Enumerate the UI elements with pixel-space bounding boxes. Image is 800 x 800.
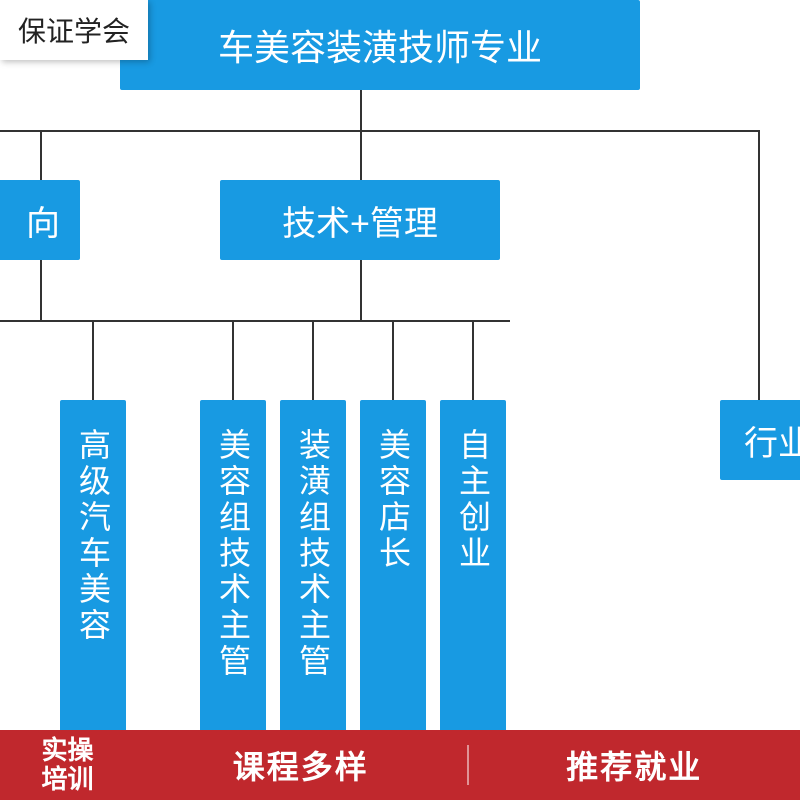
leaf-node-label: 自主创业 (450, 428, 496, 572)
connector-line (392, 320, 394, 400)
connector-line (0, 320, 510, 322)
connector-line (92, 320, 94, 400)
connector-line (758, 130, 760, 400)
bottom-bar: 实操 培训 课程多样 推荐就业 (0, 730, 800, 800)
connector-line (360, 90, 362, 130)
bottom-item-courses: 课程多样 (135, 742, 467, 788)
root-node: 车美容装潢技师专业 (120, 0, 640, 90)
leaf-node-label: 高级汽车美容 (70, 428, 116, 644)
branch-node-center: 技术+管理 (220, 180, 500, 260)
connector-line (40, 260, 42, 320)
branch-node-right: 行业 (720, 400, 800, 480)
bottom-left-line1: 实操 (42, 736, 94, 765)
guarantee-badge: 保证学会 (0, 0, 148, 60)
connector-line (40, 130, 42, 180)
connector-line (360, 260, 362, 320)
connector-line (232, 320, 234, 400)
branch-node-center-label: 技术+管理 (282, 196, 438, 245)
branch-node-right-label: 行业 (744, 416, 800, 465)
connector-line (0, 130, 760, 132)
branch-node-left: 向 (0, 180, 80, 260)
connector-line (472, 320, 474, 400)
leaf-node-label: 美容店长 (370, 428, 416, 572)
branch-node-left-label: 向 (26, 196, 60, 245)
connector-line (312, 320, 314, 400)
connector-line (360, 130, 362, 180)
bottom-left-badge: 实操 培训 (0, 730, 135, 800)
leaf-node-label: 美容组技术主管 (210, 428, 256, 680)
leaf-node-label: 装潢组技术主管 (290, 428, 336, 680)
bottom-left-line2: 培训 (42, 765, 94, 794)
root-node-label: 车美容装潢技师专业 (218, 19, 542, 71)
bottom-item-employment: 推荐就业 (469, 742, 800, 788)
